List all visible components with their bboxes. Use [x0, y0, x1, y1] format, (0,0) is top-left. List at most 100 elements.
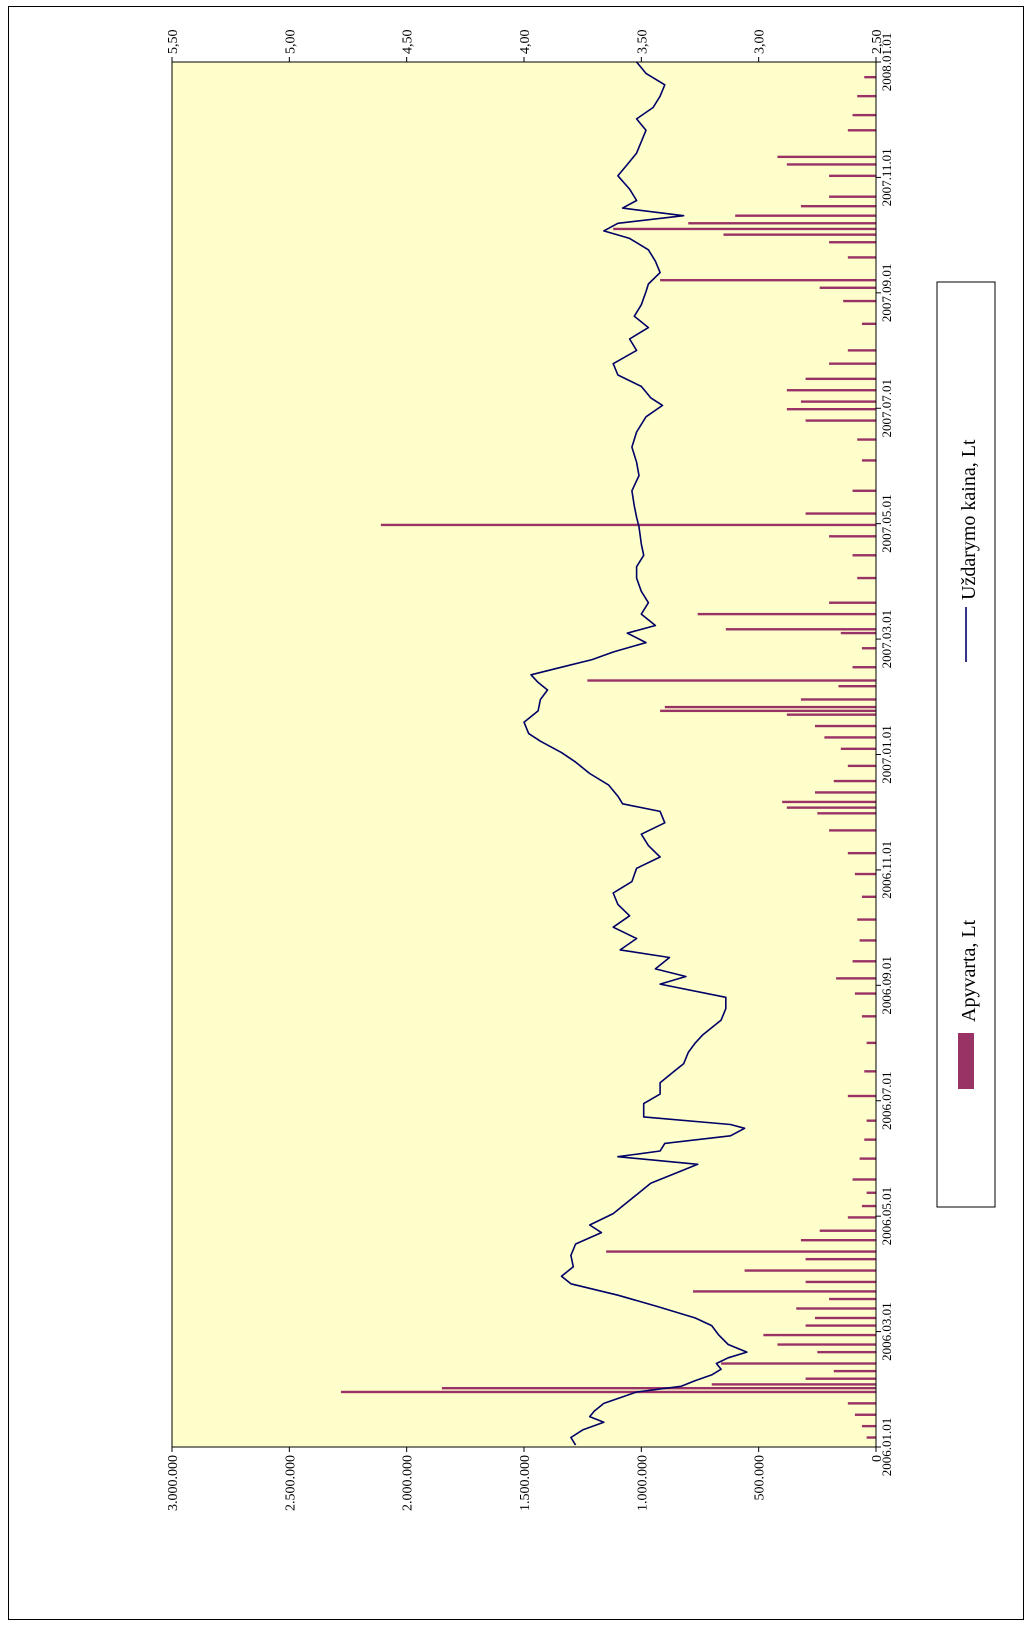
bar-5: [441, 1386, 876, 1390]
left-axis: 0 500.000 1.000.000 1.500.000 2.000.000 2.500…: [166, 1447, 885, 1511]
bar-2: [854, 1413, 876, 1416]
bar-96: [852, 113, 876, 117]
bar-3: [847, 1402, 876, 1405]
bar-8: [833, 1369, 876, 1373]
date-tick-label-7: 2007.03.01: [879, 610, 894, 669]
bar-88: [688, 222, 876, 225]
bar-18: [805, 1280, 876, 1284]
bar-40: [861, 895, 876, 898]
bar-39: [857, 918, 876, 921]
bar-1: [861, 1424, 876, 1428]
date-tick-label-11: 2007.11.01: [879, 148, 894, 206]
bar-94: [777, 155, 876, 159]
bar-22: [800, 1238, 876, 1242]
bar-79: [847, 349, 876, 352]
bar-19: [744, 1269, 876, 1272]
bar-75: [800, 400, 876, 403]
bar-92: [829, 174, 876, 178]
bar-56: [800, 698, 876, 701]
right-tick-label-5: 5,00: [283, 30, 298, 55]
left-tick-label-5: 2.500.000: [283, 1455, 298, 1511]
bar-80: [861, 322, 876, 326]
bar-66: [852, 554, 876, 557]
right-tick-label-1: 3,00: [753, 30, 768, 55]
bar-89: [735, 214, 876, 217]
date-tick-label-10: 2007.09.01: [879, 264, 894, 323]
bar-85: [829, 241, 876, 244]
bar-76: [786, 389, 876, 392]
bar-44: [817, 812, 876, 815]
right-tick-label-6: 5,50: [166, 30, 181, 55]
bar-41: [854, 872, 876, 876]
bar-30: [866, 1119, 876, 1122]
bar-42: [847, 851, 876, 855]
bar-77: [805, 377, 876, 381]
bar-91: [829, 195, 876, 198]
date-tick-label-3: 2006.07.01: [879, 1072, 894, 1131]
bar-73: [805, 419, 876, 422]
bar-26: [866, 1191, 876, 1194]
bar-49: [847, 764, 876, 768]
bar-20: [805, 1257, 876, 1261]
date-tick-label-1: 2006.03.01: [879, 1302, 894, 1361]
left-tick-label-1: 500.000: [753, 1455, 768, 1501]
bar-58: [587, 679, 876, 682]
bar-69: [805, 512, 876, 515]
bar-24: [847, 1216, 876, 1219]
bar-95: [847, 129, 876, 132]
bar-81: [843, 299, 876, 303]
bars-layer: [340, 75, 877, 1439]
bar-4: [340, 1390, 877, 1394]
left-tick-label-4: 2.000.000: [401, 1455, 416, 1511]
right-axis: 2,50 3,00 3,50 4,00 4,50 5,00 5,50: [166, 30, 885, 62]
bar-62: [725, 628, 876, 631]
bar-13: [805, 1324, 876, 1327]
legend-label-uzdarymo-kaina: Uždarymo kaina, Lt: [958, 439, 980, 600]
bar-21: [606, 1250, 876, 1253]
left-tick-label-2: 1.000.000: [635, 1455, 650, 1511]
bar-98: [864, 75, 876, 79]
date-axis: 2006.01.01 2006.03.01 2006.05.01 2006.07.01…: [876, 33, 894, 1476]
bar-45: [786, 806, 876, 809]
bar-61: [840, 631, 876, 635]
bar-9: [721, 1362, 876, 1365]
bar-83: [660, 278, 876, 282]
bar-46: [782, 800, 876, 804]
left-tick-label-6: 3.000.000: [166, 1455, 181, 1511]
date-tick-label-9: 2007.07.01: [879, 379, 894, 438]
bar-65: [857, 576, 876, 580]
bar-53: [786, 713, 876, 716]
bar-27: [852, 1178, 876, 1181]
bar-70: [852, 489, 876, 492]
bar-64: [829, 601, 876, 604]
bar-57: [838, 684, 876, 688]
bar-54: [660, 709, 876, 713]
legend-swatch-bar: [958, 1033, 974, 1089]
bar-6: [711, 1383, 876, 1386]
bar-78: [829, 362, 876, 365]
bar-47: [814, 791, 876, 794]
bar-16: [829, 1297, 876, 1301]
bar-11: [777, 1343, 876, 1346]
line-layer: [523, 61, 748, 1446]
bar-52: [814, 724, 876, 728]
legend-label-apyvarta: Apyvarta, Lt: [958, 919, 980, 1022]
bar-93: [786, 163, 876, 166]
left-tick-label-3: 1.500.000: [518, 1455, 533, 1511]
date-tick-label-8: 2007.05.01: [879, 494, 894, 553]
date-tick-label-2: 2006.05.01: [879, 1187, 894, 1246]
legend: Apyvarta, Lt Uždarymo kaina, Lt: [936, 281, 996, 1208]
bar-14: [814, 1316, 876, 1320]
bar-63: [697, 612, 876, 616]
bar-36: [836, 977, 876, 980]
date-tick-label-4: 2006.09.01: [879, 956, 894, 1015]
plot-area: [172, 62, 876, 1447]
price-line: [523, 61, 748, 1446]
left-tick-label-0: 0: [870, 1455, 885, 1462]
chart-frame: [8, 6, 1024, 1620]
bar-35: [854, 992, 876, 995]
bar-51: [824, 736, 876, 739]
bar-34: [861, 1015, 876, 1018]
bar-82: [819, 286, 876, 289]
